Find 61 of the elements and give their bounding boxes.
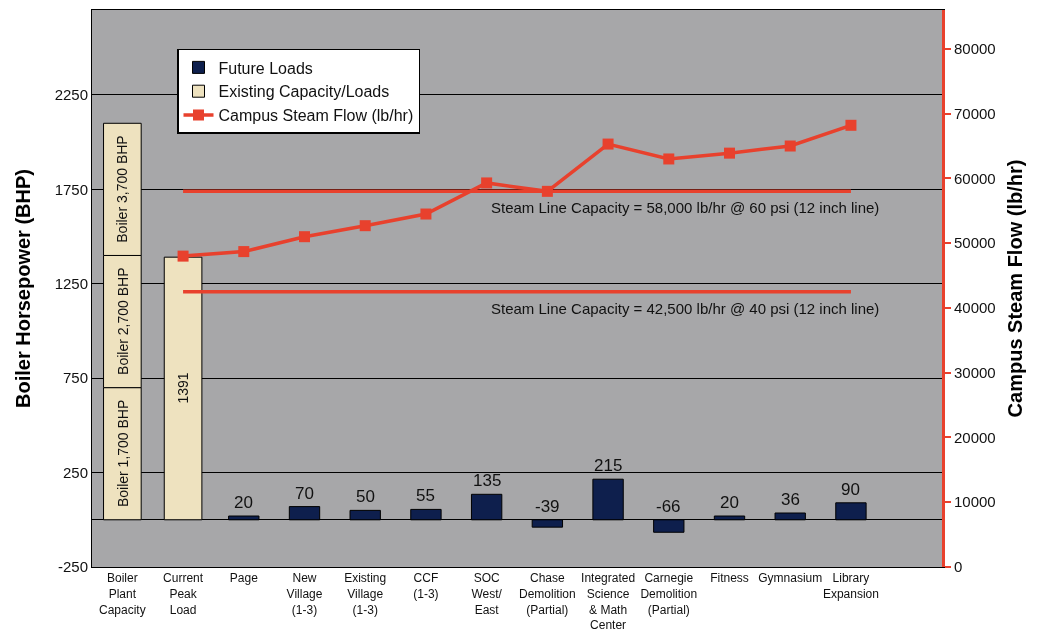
annotation: Boiler 2,700 BHP <box>114 267 131 375</box>
y2-tick-label: 60000 <box>954 169 996 187</box>
data-label: -66 <box>656 497 681 516</box>
x-tick-label: Integrated Science & Math Center <box>581 571 636 633</box>
point <box>238 246 250 258</box>
ref-line-label: Steam Line Capacity = 58,000 lb/hr @ 60 psi (12 inch line) <box>491 199 880 216</box>
y-axis-title: Boiler Horsepower (BHP) <box>12 169 35 408</box>
data-label: 135 <box>473 471 502 490</box>
y2-tick-label: 10000 <box>954 493 996 511</box>
legend-label: Campus Steam Flow (lb/hr) <box>218 107 414 125</box>
point <box>299 231 310 243</box>
y-tick-label: 750 <box>62 369 88 387</box>
point <box>845 119 857 131</box>
y2-tick-label: 70000 <box>954 104 996 122</box>
data-label: 70 <box>295 484 314 503</box>
x-tick-label: Boiler Plant Capacity <box>99 571 146 617</box>
point <box>784 140 796 152</box>
y2-tick-label: 80000 <box>954 40 996 58</box>
x-tick-label: SOC West/ East <box>471 571 503 617</box>
x-tick-label: Current Peak Load <box>163 571 204 617</box>
data-label: -39 <box>535 497 560 516</box>
y-tick-label: 2250 <box>54 86 88 104</box>
x-tick-label: Fitness <box>710 571 749 586</box>
y-tick-label: 250 <box>62 463 88 481</box>
y2-tick-label: 50000 <box>954 234 996 252</box>
ref-line-label: Steam Line Capacity = 42,500 lb/hr @ 40 psi (12 inch line) <box>491 300 880 317</box>
x-tick-label: Library Expansion <box>822 571 879 601</box>
x-tick-label: New Village (1-3) <box>286 571 323 617</box>
point <box>663 153 675 165</box>
y-tick-label: 1250 <box>54 275 88 293</box>
y2-tick-label: 40000 <box>954 299 996 317</box>
legend-label: Future Loads <box>218 59 313 77</box>
y-tick-label: 1750 <box>54 180 88 198</box>
annotation: Boiler 1,700 BHP <box>114 399 131 508</box>
y2-axis-title: Campus Steam Flow (lb/hr) <box>1004 159 1027 418</box>
data-label: 90 <box>841 480 860 499</box>
y2-tick-label: 20000 <box>954 428 996 446</box>
data-label: 20 <box>234 493 253 512</box>
point <box>481 177 493 189</box>
data-label: 50 <box>356 487 375 506</box>
point <box>602 138 614 150</box>
legend-label: Existing Capacity/Loads <box>218 83 390 101</box>
point <box>359 220 371 232</box>
x-tick-label: Chase Demolition (Partial) <box>519 571 576 617</box>
data-label: 55 <box>416 486 435 505</box>
y2-tick-label: 30000 <box>954 363 996 381</box>
y-tick-label: -250 <box>57 558 88 576</box>
annotation: Boiler 3,700 BHP <box>113 135 130 243</box>
x-tick-label: Gymnasium <box>758 571 823 586</box>
data-label: 36 <box>781 490 800 509</box>
point <box>420 208 432 220</box>
y2-tick-label: 0 <box>954 558 963 576</box>
data-label: 215 <box>594 456 623 475</box>
x-tick-label: Page <box>229 571 259 586</box>
data-label: 1391 <box>174 372 191 404</box>
point <box>724 147 735 159</box>
x-tick-label: Carnegie Demolition (Partial) <box>640 571 698 617</box>
x-tick-label: Existing Village (1-3) <box>344 571 387 617</box>
data-label: 20 <box>720 493 739 512</box>
x-tick-label: CCF (1-3) <box>413 571 439 601</box>
point <box>177 250 189 262</box>
